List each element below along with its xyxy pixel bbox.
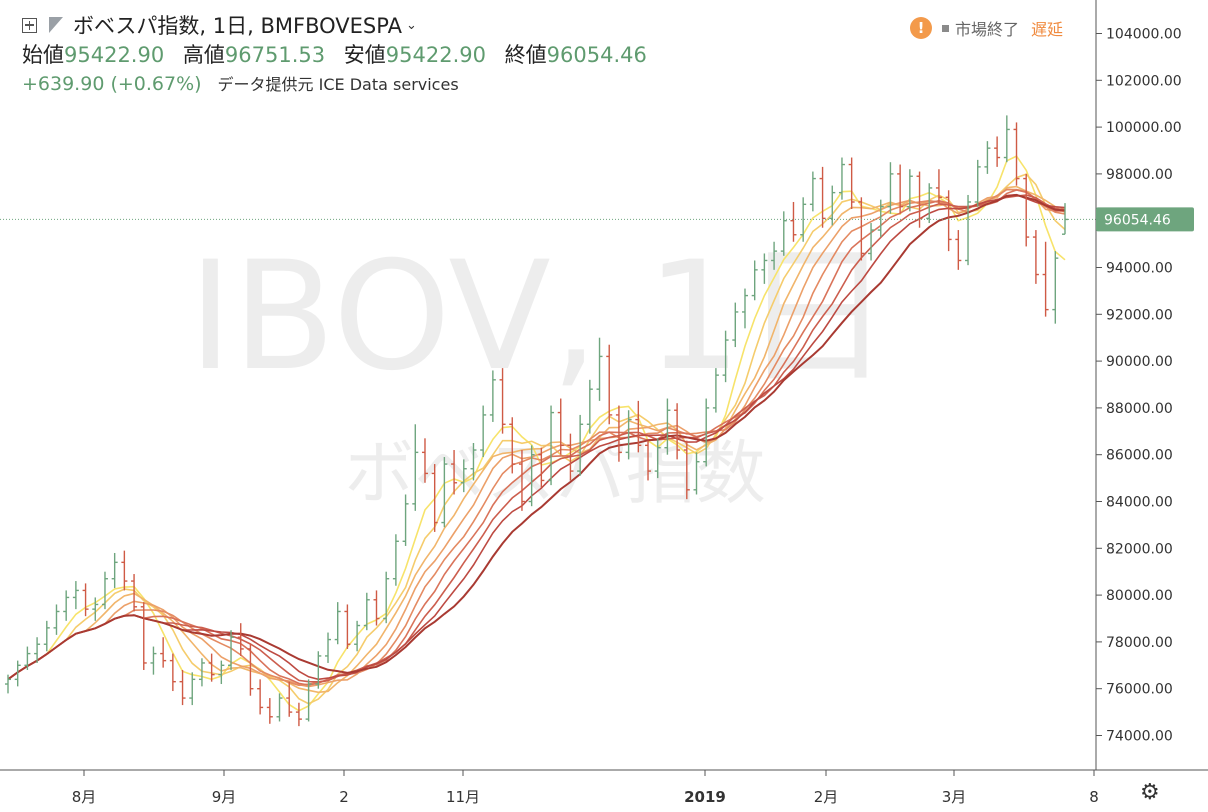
last-price-badge	[1096, 207, 1194, 232]
price-tick-label: 90000.00	[1106, 354, 1173, 370]
moving-average-ribbon	[7, 155, 1066, 712]
last-price-label: 96054.46	[1104, 212, 1171, 228]
candlestick-series	[5, 115, 1068, 727]
price-tick-label: 80000.00	[1106, 588, 1173, 604]
time-tick-label: 8	[1089, 788, 1099, 806]
data-provider: データ提供元 ICE Data services	[217, 75, 459, 94]
flag-icon[interactable]	[49, 17, 63, 33]
price-tick-label: 76000.00	[1106, 682, 1173, 698]
low-value: 95422.90	[385, 43, 486, 67]
close-value: 96054.46	[546, 43, 647, 67]
moving-average-line	[7, 185, 1066, 694]
price-tick-label: 104000.00	[1106, 27, 1182, 43]
low-label: 安値	[343, 43, 386, 67]
ohlc-values: 始値95422.90 高値96751.53 安値95422.90 終値96054…	[22, 40, 659, 70]
price-tick-label: 74000.00	[1106, 729, 1173, 745]
change-value: +639.90 (+0.67%)	[22, 73, 202, 95]
close-label: 終値	[504, 43, 547, 67]
high-label: 高値	[182, 43, 225, 67]
price-tick-label: 84000.00	[1106, 495, 1173, 511]
open-label: 始値	[22, 43, 64, 67]
price-tick-label: 82000.00	[1106, 541, 1173, 557]
moving-average-line	[7, 173, 1066, 705]
market-closed-label: 市場終了	[955, 20, 1020, 39]
price-tick-label: 88000.00	[1106, 401, 1173, 417]
time-tick-label: 11月	[446, 788, 480, 806]
symbol-title[interactable]: ボベスパ指数, 1日, BMFBOVESPA	[73, 14, 402, 38]
price-tick-label: 86000.00	[1106, 448, 1173, 464]
legend-header: ボベスパ指数, 1日, BMFBOVESPA ⌄ 始値95422.90 高値96…	[22, 10, 659, 98]
moving-average-line	[7, 193, 1066, 681]
alert-icon[interactable]: !	[910, 17, 932, 39]
price-tick-label: 94000.00	[1106, 261, 1173, 277]
market-closed-icon	[942, 24, 949, 32]
watermark-name: ボベスパ指数	[344, 432, 765, 514]
settings-gear-icon[interactable]: ⚙	[1140, 780, 1160, 805]
open-value: 95422.90	[64, 43, 165, 67]
price-tick-label: 78000.00	[1106, 635, 1173, 651]
price-tick-label: 100000.00	[1106, 120, 1182, 136]
market-status: ! 市場終了 遅延	[910, 16, 1063, 40]
moving-average-line	[7, 194, 1066, 683]
time-tick-label: 2月	[814, 788, 839, 806]
time-tick-label: 3月	[942, 788, 967, 806]
expand-icon[interactable]	[22, 17, 37, 33]
price-tick-label: 92000.00	[1106, 307, 1173, 323]
time-tick-label: 8月	[72, 788, 97, 806]
price-tick-label: 98000.00	[1106, 167, 1173, 183]
time-tick-label: 9月	[212, 788, 237, 806]
high-value: 96751.53	[224, 43, 326, 67]
delayed-label: 遅延	[1031, 20, 1064, 39]
price-tick-label: 102000.00	[1106, 73, 1182, 89]
moving-average-line	[7, 189, 1066, 686]
chevron-down-icon[interactable]: ⌄	[405, 17, 417, 33]
time-tick-label: 2	[339, 788, 349, 806]
time-tick-label: 2019	[684, 788, 726, 806]
